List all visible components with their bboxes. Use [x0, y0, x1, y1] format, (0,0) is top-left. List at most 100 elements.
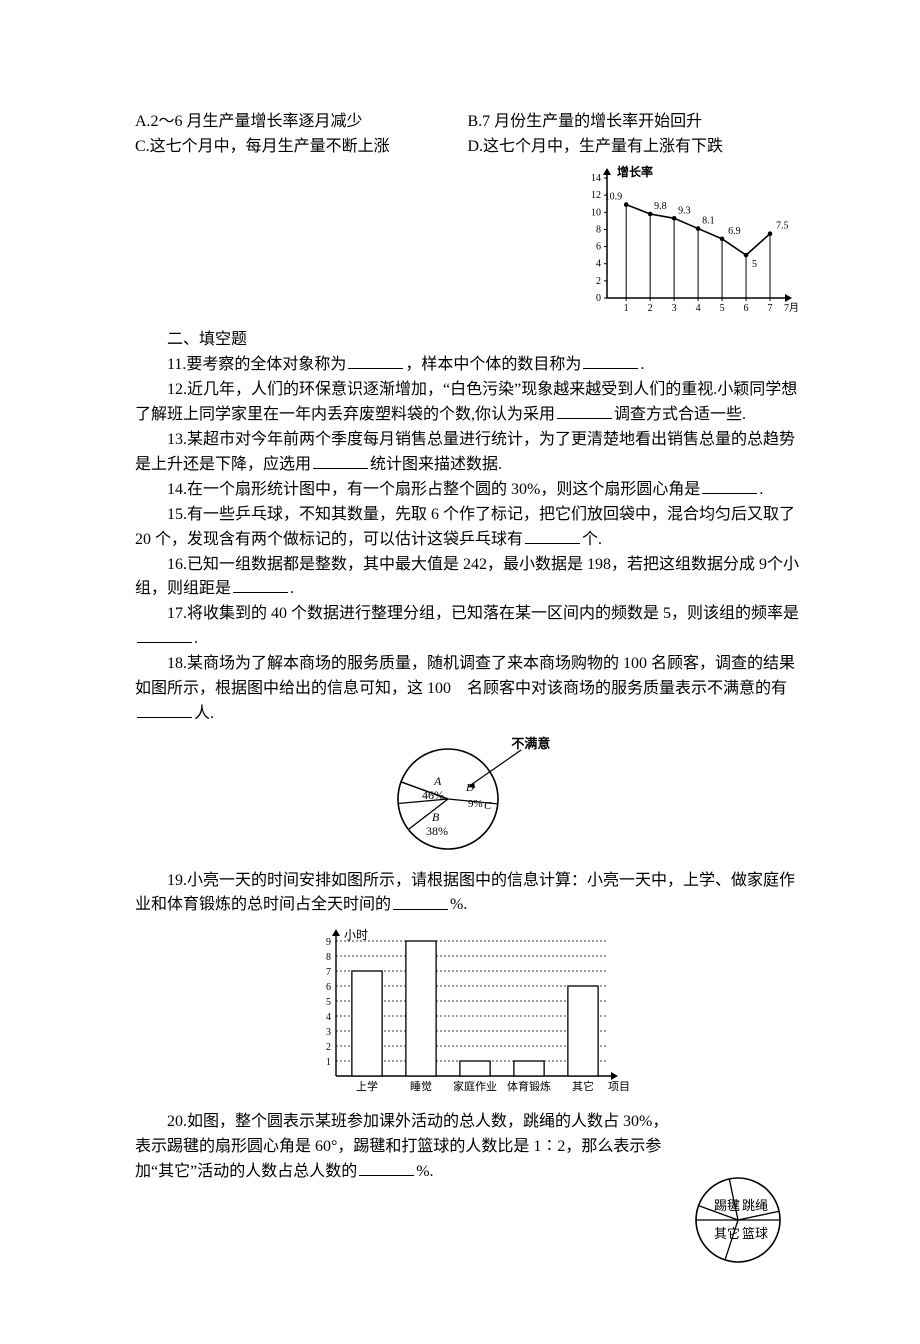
- q11-mid: ，样本中个体的数目称为: [405, 356, 581, 373]
- bar19-svg: 1 2 3 4 5 6 7 8 9 小时项目 上学 睡觉 家庭作业体育锻炼 其它: [298, 922, 638, 1102]
- svg-text:踢毽: 踢毽: [714, 1198, 740, 1213]
- svg-text:38%: 38%: [426, 824, 448, 838]
- svg-text:7.5: 7.5: [776, 220, 789, 231]
- blank: [583, 353, 638, 369]
- pie18-svg: A46%B38%9%CD不满意: [358, 731, 578, 861]
- svg-text:睡觉: 睡觉: [410, 1080, 432, 1093]
- q16-post: .: [290, 580, 294, 597]
- blank: [557, 403, 612, 419]
- q18-post: 人.: [194, 705, 214, 722]
- svg-text:14: 14: [591, 173, 601, 184]
- line-chart-svg: 024681012141234567增长率7月10.99.89.38.16.95…: [575, 160, 800, 320]
- svg-text:9%: 9%: [468, 798, 483, 810]
- option-row-1: A.2～6 月生产量增长率逐月减少 B.7 月份生产量的增长率开始回升: [135, 110, 800, 135]
- svg-text:篮球: 篮球: [742, 1226, 768, 1241]
- svg-text:2: 2: [596, 275, 601, 286]
- q14-pre: 14.在一个扇形统计图中，有一个扇形占整个圆的 30%，则这个扇形圆心角是: [167, 481, 700, 498]
- q18-pre: 18.某商场为了解本商场的服务质量，随机调查了来本商场购物的 100 名顾客，调…: [135, 655, 795, 697]
- question-12: 12.近几年，人们的环保意识逐渐增加，“白色污染”现象越来越受到人们的重视.小颖…: [135, 378, 800, 428]
- svg-text:10.9: 10.9: [605, 191, 623, 202]
- svg-text:其它: 其它: [572, 1079, 594, 1093]
- q12-mid: 调查方式合适一些.: [614, 406, 746, 423]
- option-b: B.7 月份生产量的增长率开始回升: [468, 110, 801, 135]
- svg-text:6.9: 6.9: [728, 225, 741, 236]
- svg-text:1: 1: [624, 303, 629, 314]
- svg-text:0: 0: [596, 293, 601, 304]
- question-15: 15.有一些乒乓球，不知其数量，先取 6 个作了标记，把它们放回袋中，混合均匀后…: [135, 503, 800, 553]
- time-schedule-bar-chart: 1 2 3 4 5 6 7 8 9 小时项目 上学 睡觉 家庭作业体育锻炼 其它: [135, 922, 800, 1102]
- svg-text:不满意: 不满意: [511, 736, 550, 751]
- option-d: D.这七个月中，生产量有上涨有下跌: [468, 135, 801, 160]
- svg-text:10: 10: [591, 207, 601, 218]
- blank: [525, 528, 580, 544]
- pie20-svg: 踢毽跳绳其它篮球: [680, 1165, 800, 1275]
- q19-post: %.: [450, 897, 467, 914]
- svg-text:5: 5: [752, 259, 757, 270]
- svg-text:7: 7: [768, 303, 773, 314]
- svg-text:5: 5: [326, 997, 331, 1008]
- question-17: 17.将收集到的 40 个数据进行整理分组，已知落在某一区间内的频数是 5，则该…: [135, 602, 800, 652]
- svg-text:4: 4: [596, 258, 601, 269]
- q17-pre: 17.将收集到的 40 个数据进行整理分组，已知落在某一区间内的频数是 5，则该…: [167, 605, 799, 622]
- svg-text:2: 2: [326, 1042, 331, 1053]
- question-19: 19.小亮一天的时间安排如图所示，请根据图中的信息计算：小亮一天中，上学、做家庭…: [135, 869, 800, 919]
- svg-text:5: 5: [720, 303, 725, 314]
- svg-text:小时: 小时: [344, 928, 368, 942]
- blank: [233, 577, 288, 593]
- question-13: 13.某超市对今年前两个季度每月销售总量进行统计，为了更清楚地看出销售总量的总趋…: [135, 428, 800, 478]
- question-16: 16.已知一组数据都是整数，其中最大值是 242，最小数据是 198，若把这组数…: [135, 553, 800, 603]
- svg-text:C: C: [484, 800, 492, 812]
- svg-text:2: 2: [648, 303, 653, 314]
- q11-post: .: [640, 356, 644, 373]
- question-18: 18.某商场为了解本商场的服务质量，随机调查了来本商场购物的 100 名顾客，调…: [135, 652, 800, 727]
- svg-text:项目: 项目: [608, 1080, 630, 1093]
- svg-text:9.8: 9.8: [654, 201, 667, 212]
- svg-text:6: 6: [744, 303, 749, 314]
- svg-text:B: B: [432, 810, 440, 824]
- svg-text:8: 8: [326, 952, 331, 963]
- svg-text:46%: 46%: [422, 788, 444, 802]
- svg-text:6: 6: [326, 982, 331, 993]
- svg-text:其它: 其它: [714, 1226, 740, 1241]
- option-c: C.这七个月中，每月生产量不断上涨: [135, 135, 468, 160]
- svg-text:7: 7: [326, 967, 331, 978]
- svg-text:体育锻炼: 体育锻炼: [507, 1079, 551, 1093]
- satisfaction-pie-chart: A46%B38%9%CD不满意: [135, 731, 800, 861]
- svg-text:3: 3: [326, 1027, 331, 1038]
- svg-text:增长率: 增长率: [617, 164, 653, 179]
- q17-post: .: [194, 630, 198, 647]
- q13-mid: 统计图来描述数据.: [370, 456, 502, 473]
- svg-text:6: 6: [596, 241, 601, 252]
- blank: [393, 893, 448, 909]
- blank: [702, 478, 757, 494]
- q15-post: 个.: [582, 531, 602, 548]
- svg-text:9: 9: [326, 937, 331, 948]
- q15-pre: 15.有一些乒乓球，不知其数量，先取 6 个作了标记，把它们放回袋中，混合均匀后…: [135, 506, 795, 548]
- svg-text:12: 12: [591, 190, 601, 201]
- section-2-title: 二、填空题: [135, 328, 800, 353]
- blank: [313, 453, 368, 469]
- svg-text:上学: 上学: [356, 1079, 378, 1093]
- blank: [137, 702, 192, 718]
- blank: [359, 1160, 414, 1176]
- svg-text:家庭作业: 家庭作业: [453, 1079, 497, 1093]
- svg-text:跳绳: 跳绳: [742, 1198, 768, 1213]
- svg-text:7月: 7月: [784, 302, 799, 314]
- document-page: A.2～6 月生产量增长率逐月减少 B.7 月份生产量的增长率开始回升 C.这七…: [0, 0, 920, 1344]
- growth-rate-line-chart: 024681012141234567增长率7月10.99.89.38.16.95…: [575, 160, 800, 329]
- svg-text:8: 8: [596, 224, 601, 235]
- option-row-2: C.这七个月中，每月生产量不断上涨 D.这七个月中，生产量有上涨有下跌: [135, 135, 800, 160]
- q11-pre: 11.要考察的全体对象称为: [167, 356, 346, 373]
- svg-text:9.3: 9.3: [678, 205, 691, 216]
- blank: [137, 627, 192, 643]
- svg-text:1: 1: [326, 1057, 331, 1068]
- activities-pie-chart: 踢毽跳绳其它篮球: [680, 1165, 800, 1284]
- svg-text:3: 3: [672, 303, 677, 314]
- svg-text:8.1: 8.1: [702, 215, 715, 226]
- question-11: 11.要考察的全体对象称为 ，样本中个体的数目称为.: [135, 353, 800, 378]
- svg-text:4: 4: [696, 303, 701, 314]
- svg-text:4: 4: [326, 1012, 331, 1023]
- svg-text:A: A: [433, 774, 442, 788]
- option-a: A.2～6 月生产量增长率逐月减少: [135, 110, 468, 135]
- q20-post: %.: [416, 1163, 433, 1180]
